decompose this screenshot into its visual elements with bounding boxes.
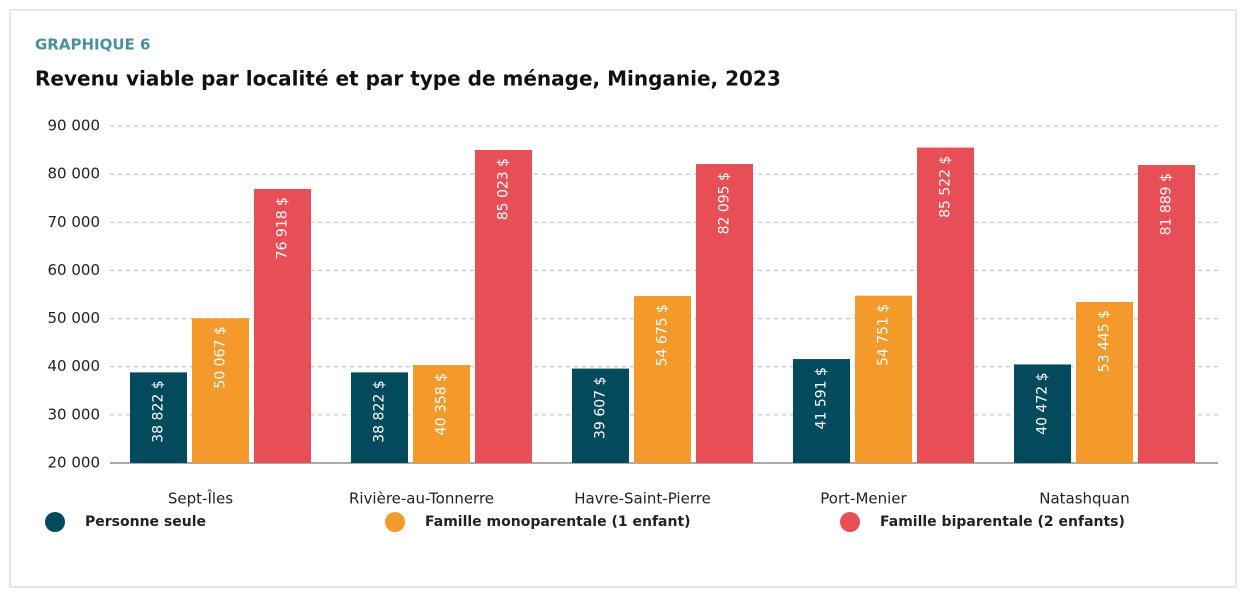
bar — [130, 372, 187, 463]
bar — [1138, 165, 1195, 463]
x-tick-label: Natashquan — [1039, 490, 1130, 508]
y-tick-label: 50 000 — [48, 309, 101, 327]
bar — [351, 372, 408, 463]
bar — [793, 359, 850, 463]
bar — [634, 296, 691, 463]
value-label: 38 822 $ — [151, 380, 167, 442]
value-label: 81 889 $ — [1159, 173, 1175, 235]
value-label: 85 522 $ — [938, 156, 954, 218]
frame — [9, 9, 1237, 588]
bar — [572, 368, 629, 463]
chart-title: Revenu viable par localité et par type d… — [35, 67, 781, 91]
legend-swatch — [840, 512, 860, 532]
bar — [1014, 364, 1071, 463]
bar — [696, 164, 753, 463]
legend-swatch — [45, 512, 65, 532]
value-label: 53 445 $ — [1097, 310, 1113, 372]
value-label: 39 607 $ — [593, 377, 609, 439]
y-tick-label: 30 000 — [48, 405, 101, 423]
y-tick-label: 80 000 — [48, 165, 101, 183]
x-tick-label: Havre-Saint-Pierre — [574, 490, 711, 508]
value-label: 54 751 $ — [876, 304, 892, 366]
bar — [475, 149, 532, 463]
y-tick-label: 60 000 — [48, 261, 101, 279]
x-tick-label: Rivière-au-Tonnerre — [349, 490, 494, 508]
legend-label: Famille biparentale (2 enfants) — [880, 514, 1125, 530]
y-tick-label: 70 000 — [48, 213, 101, 231]
value-label: 85 023 $ — [496, 158, 512, 220]
bar — [254, 188, 311, 464]
chart-kicker: GRAPHIQUE 6 — [35, 36, 150, 54]
bar — [1076, 301, 1133, 463]
value-label: 40 358 $ — [434, 373, 450, 435]
bar — [855, 295, 912, 463]
y-tick-label: 90 000 — [48, 117, 101, 135]
value-label: 76 918 $ — [275, 197, 291, 259]
y-tick-label: 40 000 — [48, 357, 101, 375]
value-label: 50 067 $ — [213, 326, 229, 388]
value-label: 38 822 $ — [372, 380, 388, 442]
bar — [413, 364, 470, 463]
value-label: 82 095 $ — [717, 172, 733, 234]
y-tick-label: 20 000 — [48, 454, 101, 472]
bar — [917, 147, 974, 464]
legend-label: Personne seule — [85, 514, 206, 530]
value-label: 40 472 $ — [1035, 372, 1051, 434]
x-tick-label: Sept-Îles — [168, 489, 233, 508]
legend-label: Famille monoparentale (1 enfant) — [425, 514, 691, 530]
bar — [192, 318, 249, 463]
value-label: 41 591 $ — [814, 367, 830, 429]
value-label: 54 675 $ — [655, 304, 671, 366]
x-tick-label: Port-Menier — [820, 490, 907, 508]
legend-swatch — [385, 512, 405, 532]
